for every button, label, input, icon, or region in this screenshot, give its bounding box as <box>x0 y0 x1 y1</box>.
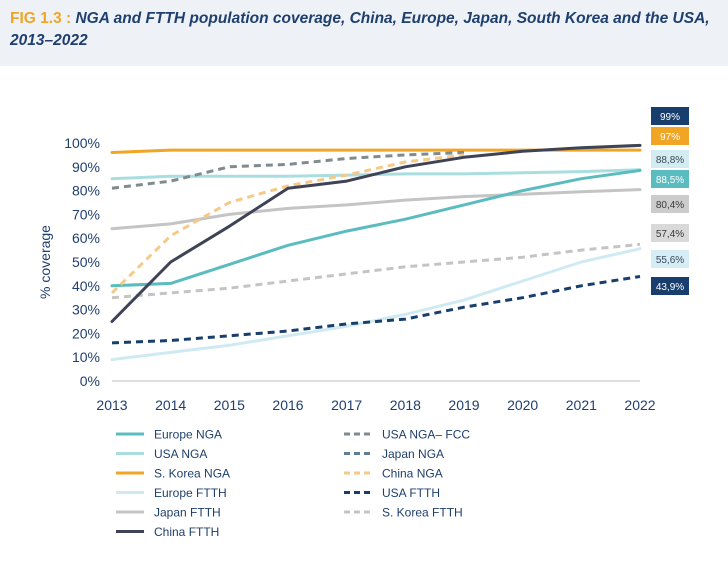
legend-label: Europe FTTH <box>154 486 227 500</box>
legend-label: S. Korea FTTH <box>382 506 463 520</box>
y-tick-label: 30% <box>72 302 100 318</box>
end-label-box <box>651 170 689 188</box>
legend-label: China FTTH <box>154 525 219 539</box>
legend-label: Japan FTTH <box>154 506 221 520</box>
y-tick-label: 0% <box>80 373 100 389</box>
series-line-china-ftth <box>110 143 642 323</box>
series-line-usa-nga-fcc <box>111 151 465 190</box>
y-tick-label: 90% <box>72 159 100 175</box>
x-tick-label: 2015 <box>214 397 245 413</box>
end-value-label: 99% <box>660 112 680 123</box>
end-value-label: 97% <box>660 132 680 143</box>
legend-label: USA NGA <box>154 447 207 461</box>
y-tick-label: 20% <box>72 325 100 341</box>
end-value-label: 88,8% <box>656 155 684 166</box>
figure-label: FIG 1.3 : <box>10 10 76 27</box>
series-line-japan-ftth <box>110 188 642 231</box>
end-value-label: 43,9% <box>656 282 684 293</box>
x-tick-label: 2020 <box>507 397 538 413</box>
legend-label: Europe NGA <box>154 428 222 442</box>
x-tick-label: 2013 <box>96 397 127 413</box>
legend-label: Japan NGA <box>382 447 444 461</box>
end-label-box <box>651 150 689 168</box>
legend-label: USA FTTH <box>382 486 440 500</box>
end-value-label: 88,5% <box>656 175 684 186</box>
series-line-europe-ftth <box>110 247 642 362</box>
legend-label: USA NGA– FCC <box>382 428 470 442</box>
y-tick-label: 40% <box>72 278 100 294</box>
end-value-label: 80,4% <box>656 200 684 211</box>
end-label-box <box>651 224 689 242</box>
series-line-china-nga <box>110 153 465 294</box>
figure-title: FIG 1.3 : NGA and FTTH population covera… <box>10 8 710 52</box>
end-label-box <box>651 250 689 268</box>
x-tick-label: 2019 <box>448 397 479 413</box>
x-tick-label: 2022 <box>624 397 655 413</box>
end-label-box <box>651 277 689 295</box>
figure-header: FIG 1.3 : NGA and FTTH population covera… <box>0 0 728 66</box>
y-tick-label: 80% <box>72 183 100 199</box>
series-line-europe-nga <box>110 168 642 288</box>
end-label-box <box>651 195 689 213</box>
end-label-box <box>651 107 689 125</box>
series-line-s-korea-ftth <box>111 242 641 300</box>
y-tick-label: 10% <box>72 349 100 365</box>
legend-label: China NGA <box>382 467 443 481</box>
x-tick-label: 2018 <box>390 397 421 413</box>
end-value-label: 55,6% <box>656 255 684 266</box>
y-tick-label: 60% <box>72 230 100 246</box>
end-value-label: 57,4% <box>656 229 684 240</box>
y-tick-label: 50% <box>72 254 100 270</box>
y-tick-label: 100% <box>64 135 100 151</box>
end-label-box <box>651 127 689 145</box>
x-tick-label: 2021 <box>566 397 597 413</box>
y-tick-label: 70% <box>72 206 100 222</box>
x-tick-label: 2016 <box>272 397 303 413</box>
x-tick-label: 2017 <box>331 397 362 413</box>
figure-title-text: NGA and FTTH population coverage, China,… <box>10 10 710 49</box>
y-axis-label: % coverage <box>37 225 53 299</box>
series-line-usa-ftth <box>111 275 641 345</box>
x-tick-label: 2014 <box>155 397 186 413</box>
legend-label: S. Korea NGA <box>154 467 230 481</box>
